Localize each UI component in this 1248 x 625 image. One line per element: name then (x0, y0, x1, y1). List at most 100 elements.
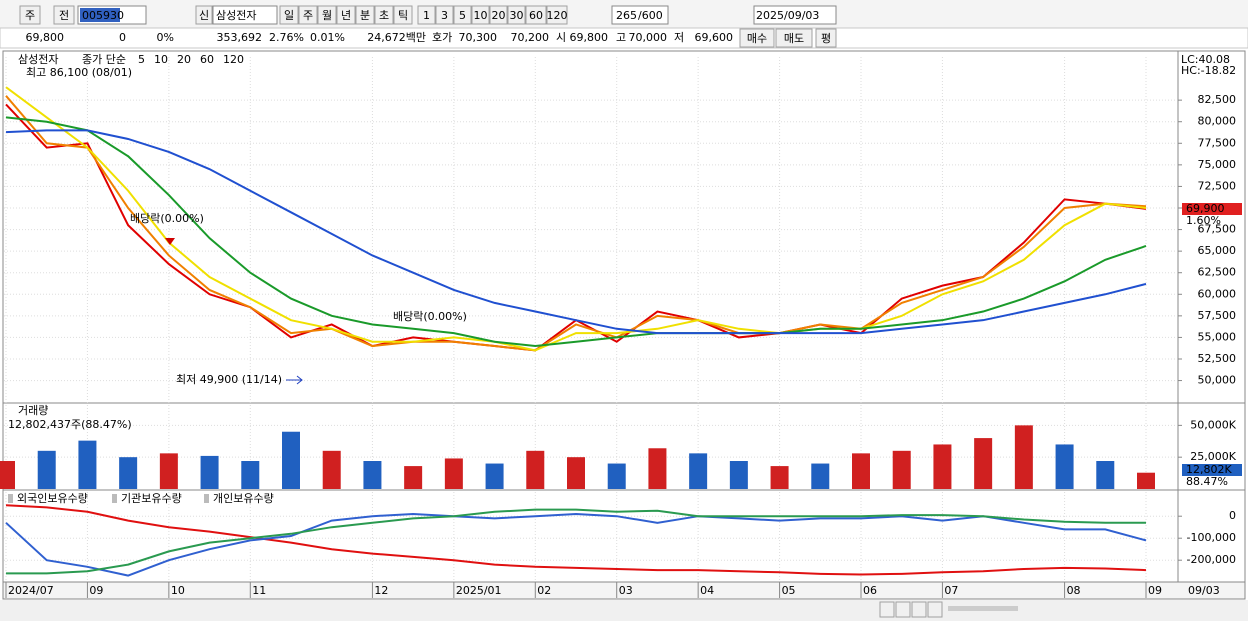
range-box[interactable] (611, 5, 669, 25)
button[interactable] (393, 5, 413, 25)
button-label[interactable]: 전 (59, 9, 69, 22)
volume-bar (729, 461, 748, 489)
scroll-bar (0, 600, 1248, 621)
button-label[interactable]: 120 (547, 9, 568, 22)
y-tick-label: 50,000K (1190, 418, 1236, 431)
nav-button[interactable] (879, 601, 895, 618)
button-label[interactable]: 분 (360, 9, 370, 22)
y-tick-label: 57,500 (1198, 309, 1237, 322)
button[interactable] (417, 5, 436, 25)
code[interactable]: 005930 (82, 9, 124, 22)
button[interactable] (507, 5, 526, 25)
volume-bar (852, 453, 870, 489)
y-tick-label: 67,500 (1198, 223, 1237, 236)
button-label[interactable]: 주 (303, 9, 313, 22)
button[interactable] (279, 5, 299, 25)
button-label[interactable]: 매수 (747, 32, 767, 45)
button[interactable] (525, 5, 547, 25)
button-label[interactable]: 틱 (398, 9, 408, 22)
y-tick-label: 75,000 (1198, 158, 1237, 171)
button-label[interactable]: 년 (341, 9, 351, 22)
quote-open: 69,800 (570, 31, 609, 44)
quote-bid: 70,200 (511, 31, 550, 44)
button-label[interactable]: 5 (459, 9, 466, 22)
button[interactable] (298, 5, 318, 25)
last-vol-box (1182, 464, 1242, 476)
y-tick-label: 25,000K (1190, 450, 1236, 463)
volume-bar (811, 463, 830, 489)
last-pct: 88.47% (1186, 475, 1228, 488)
button-label[interactable]: 30 (510, 9, 524, 22)
x-tick-label: 07 (944, 584, 958, 597)
quote-price: 69,800 (26, 31, 65, 44)
button[interactable] (775, 28, 813, 48)
name-box (212, 5, 278, 25)
button-label[interactable]: 3 (441, 9, 448, 22)
y-tick-label: 60,000 (1198, 287, 1237, 300)
button[interactable] (435, 5, 454, 25)
line-4 (5, 129, 1147, 335)
button[interactable] (336, 5, 356, 25)
volume-bar (770, 466, 789, 489)
date: 2025/09/03 (756, 9, 819, 22)
button-label[interactable]: 주 (25, 9, 35, 22)
x-tick-label: 2024/07 (8, 584, 54, 597)
y-tick-label: 80,000 (1198, 115, 1237, 128)
button[interactable] (19, 5, 41, 25)
last-price-box (1182, 203, 1242, 215)
button[interactable] (53, 5, 75, 25)
legend-entry: 60 (200, 53, 214, 66)
button-label[interactable]: 일 (284, 8, 294, 22)
x-tick-label: 03 (619, 584, 633, 597)
zoom-slider[interactable] (948, 606, 1018, 611)
x-tick-label: 09 (89, 584, 103, 597)
legend-entry: 20 (177, 53, 191, 66)
y-tick-label: 82,500 (1198, 93, 1237, 106)
legend-swatch (112, 494, 117, 503)
stock-name: 삼성전자 (216, 9, 256, 22)
last-volume: 12,802K (1186, 463, 1232, 476)
button-label[interactable]: 월 (322, 9, 332, 22)
volume-bar (526, 450, 545, 489)
y-tick-label: 62,500 (1198, 266, 1237, 279)
button[interactable] (453, 5, 472, 25)
volume-bar (1137, 472, 1155, 489)
button[interactable] (471, 5, 490, 25)
chart-area (2, 50, 1179, 600)
legend-entry: 기관보유수량 (121, 492, 182, 505)
button-label[interactable]: 신 (199, 9, 209, 22)
button[interactable] (374, 5, 394, 25)
nav-button[interactable] (927, 601, 943, 618)
nav-button[interactable] (911, 601, 927, 618)
button[interactable] (317, 5, 337, 25)
quote-turnover: 2.76% (269, 31, 304, 44)
volume-bar (363, 461, 382, 489)
volume-bar (78, 440, 97, 489)
button-label[interactable]: 10 (474, 9, 488, 22)
x-tick-label: 12 (374, 584, 388, 597)
x-axis (2, 581, 1246, 600)
button[interactable] (195, 5, 213, 25)
button-label[interactable]: 매도 (784, 32, 804, 45)
button[interactable] (815, 28, 837, 48)
y-tick-label: 72,500 (1198, 179, 1237, 192)
annotation: 배당락(0.00%) (393, 310, 467, 323)
date-box[interactable] (753, 5, 837, 25)
volume-bar (119, 457, 138, 489)
volume-bar (567, 457, 585, 489)
volume-bar (241, 461, 260, 489)
nav-button[interactable] (895, 601, 911, 618)
button[interactable] (739, 28, 775, 48)
button-label[interactable]: 초 (379, 9, 389, 22)
button-label[interactable]: 평 (821, 32, 831, 45)
button[interactable] (355, 5, 375, 25)
button-label[interactable]: 1 (423, 9, 430, 22)
volume-bar (1014, 425, 1033, 489)
line-0 (5, 504, 1147, 576)
button-label[interactable]: 20 (492, 9, 506, 22)
button[interactable] (546, 5, 568, 25)
div-arrow (165, 238, 175, 245)
button-label[interactable]: 60 (529, 9, 543, 22)
button[interactable] (489, 5, 508, 25)
